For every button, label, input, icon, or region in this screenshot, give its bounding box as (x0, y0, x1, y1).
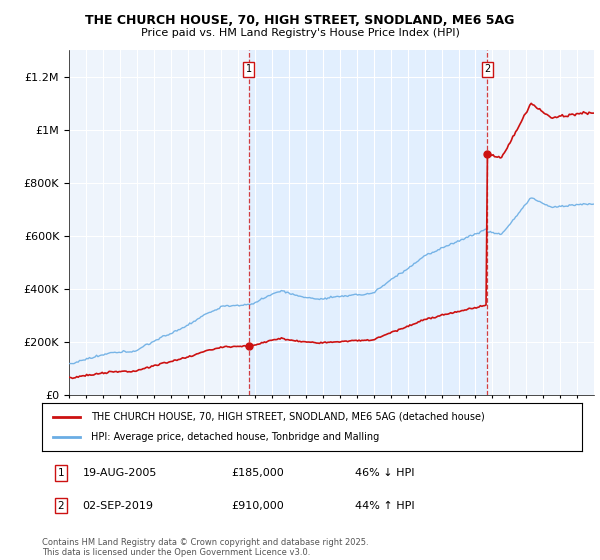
Text: £910,000: £910,000 (231, 501, 284, 511)
Text: HPI: Average price, detached house, Tonbridge and Malling: HPI: Average price, detached house, Tonb… (91, 432, 379, 442)
Text: Contains HM Land Registry data © Crown copyright and database right 2025.
This d: Contains HM Land Registry data © Crown c… (42, 538, 368, 557)
Text: 44% ↑ HPI: 44% ↑ HPI (355, 501, 415, 511)
Text: 19-AUG-2005: 19-AUG-2005 (83, 468, 157, 478)
Text: 2: 2 (484, 64, 491, 74)
Text: 1: 1 (246, 64, 252, 74)
Text: 2: 2 (58, 501, 64, 511)
Text: 02-SEP-2019: 02-SEP-2019 (83, 501, 154, 511)
Text: £185,000: £185,000 (231, 468, 284, 478)
Bar (249, 50, 487, 395)
Text: 1: 1 (58, 468, 64, 478)
Text: THE CHURCH HOUSE, 70, HIGH STREET, SNODLAND, ME6 5AG: THE CHURCH HOUSE, 70, HIGH STREET, SNODL… (85, 14, 515, 27)
Text: 46% ↓ HPI: 46% ↓ HPI (355, 468, 415, 478)
Text: THE CHURCH HOUSE, 70, HIGH STREET, SNODLAND, ME6 5AG (detached house): THE CHURCH HOUSE, 70, HIGH STREET, SNODL… (91, 412, 484, 422)
Text: Price paid vs. HM Land Registry's House Price Index (HPI): Price paid vs. HM Land Registry's House … (140, 28, 460, 38)
